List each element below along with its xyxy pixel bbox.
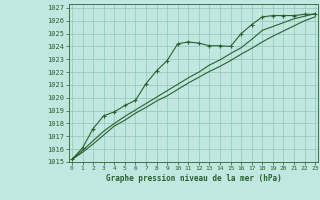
X-axis label: Graphe pression niveau de la mer (hPa): Graphe pression niveau de la mer (hPa) [106,174,282,183]
